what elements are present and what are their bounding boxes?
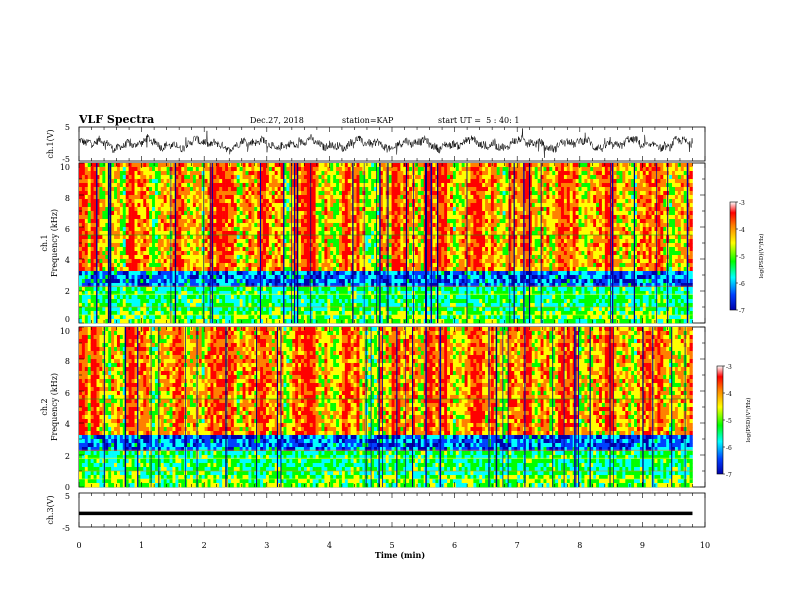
spectrogram-ch2-ytick-0: 0: [65, 483, 70, 492]
x-axis-tick-label: 8: [577, 541, 582, 550]
spectrogram-ch1-ytick-4: 4: [65, 256, 70, 265]
spectrogram-ch1-ytick-10: 10: [60, 163, 70, 172]
spectrogram-ch2-ytick-6: 6: [65, 389, 70, 398]
colorbar-ch1-tick-m5: -5: [739, 254, 745, 261]
station-label: station=KAP: [342, 116, 394, 125]
spectrogram-ch1-ytick-8: 8: [65, 194, 70, 203]
spectrogram-ch2-ytick-10: 10: [60, 327, 70, 336]
colorbar-ch2-tick-m5: -5: [726, 418, 732, 425]
waveform-ch3-ytick-top: 5: [65, 492, 70, 501]
x-axis-tick-label: 0: [76, 541, 81, 550]
x-axis-tick-label: 4: [327, 541, 332, 550]
spectrogram-ch2-image: [79, 327, 693, 488]
spectrogram-ch1-ytick-6: 6: [65, 225, 70, 234]
colorbar-ch1-tick-m7: -7: [739, 308, 745, 315]
colorbar-ch1-label: log(PSD)(V²/Hz): [758, 234, 765, 279]
spectrogram-ch1-ylabel-1: ch.1: [40, 234, 49, 251]
colorbar-ch1-tick-m6: -6: [739, 281, 745, 288]
x-axis-tick-label: 2: [202, 541, 207, 550]
waveform-ch3-ytick-bottom: -5: [62, 524, 70, 533]
colorbar-ch2-tick-m7: -7: [726, 472, 732, 479]
waveform-ch1-ytick-top: 5: [65, 123, 70, 132]
colorbar-ch2-tick-m4: -4: [726, 391, 732, 398]
colorbar-ch1: [729, 201, 737, 311]
spectrogram-ch1-ytick-0: 0: [65, 315, 70, 324]
waveform-ch1-panel: 5 -5 ch.1(V): [46, 123, 706, 164]
spectrogram-ch2-ytick-2: 2: [65, 452, 70, 461]
x-axis-tick-label: 10: [700, 541, 710, 550]
spectrogram-ch2-ytick-8: 8: [65, 357, 70, 366]
x-axis-tick-label: 7: [515, 541, 520, 550]
start-time-label: start UT = 5 : 40: 1: [438, 116, 519, 125]
x-axis-tick-labels: 0 1 2 3 4 5 6 7 8 9 10: [76, 541, 710, 550]
waveform-ch1-ylabel: ch.1(V): [46, 129, 55, 158]
waveform-ch3-ticks: [78, 493, 706, 527]
figure-title: VLF Spectra: [78, 113, 154, 126]
x-axis-tick-label: 6: [452, 541, 457, 550]
waveform-ch1-trace: [78, 128, 693, 158]
spectrogram-ch1-ylabel-2: Frequency (kHz): [50, 209, 59, 277]
x-axis-tick-label: 1: [139, 541, 144, 550]
spectrogram-ch1-image: [79, 163, 693, 324]
spectrogram-ch1-panel: 0 2 4 6 8 10 ch.1 Frequency (kHz) -3 -4 …: [40, 162, 765, 324]
x-axis-tick-label: 9: [640, 541, 645, 550]
spectrogram-ch1-ticks: [78, 162, 706, 324]
colorbar-ch2-tick-m6: -6: [726, 445, 732, 452]
spectrogram-ch2-ylabel-1: ch.2: [40, 398, 49, 415]
colorbar-ch2-ticks: [723, 365, 725, 475]
spectrogram-ch1-ytick-2: 2: [65, 287, 70, 296]
waveform-ch1-frame: [78, 126, 706, 162]
x-axis-tick-label: 5: [389, 541, 394, 550]
waveform-ch1-ytick-bottom: -5: [62, 155, 70, 164]
x-axis-tick-label: 3: [264, 541, 269, 550]
waveform-ch3-ylabel: ch.3(V): [46, 495, 55, 524]
colorbar-ch1-ticks: [736, 201, 738, 311]
spectrogram-ch2-ytick-4: 4: [65, 420, 70, 429]
colorbar-ch2-tick-m3: -3: [726, 364, 732, 371]
colorbar-ch2-label: log(PSD)(V²/Hz): [745, 398, 752, 443]
x-axis-label: Time (min): [375, 550, 425, 560]
spectrogram-ch2-panel: 0 2 4 6 8 10 ch.2 Frequency (kHz) -3 -4 …: [40, 326, 752, 492]
colorbar-ch1-tick-m4: -4: [739, 227, 745, 234]
waveform-ch1-ticks: [78, 127, 706, 161]
colorbar-ch1-tick-m3: -3: [739, 200, 745, 207]
waveform-ch3-panel: 5 -5 ch.3(V): [46, 492, 706, 533]
spectrogram-ch2-ticks: [78, 326, 706, 488]
waveform-ch3-frame: [78, 492, 706, 528]
date-label: Dec.27, 2018: [250, 116, 304, 125]
colorbar-ch2: [716, 365, 724, 475]
spectrogram-ch2-ylabel-2: Frequency (kHz): [50, 373, 59, 441]
